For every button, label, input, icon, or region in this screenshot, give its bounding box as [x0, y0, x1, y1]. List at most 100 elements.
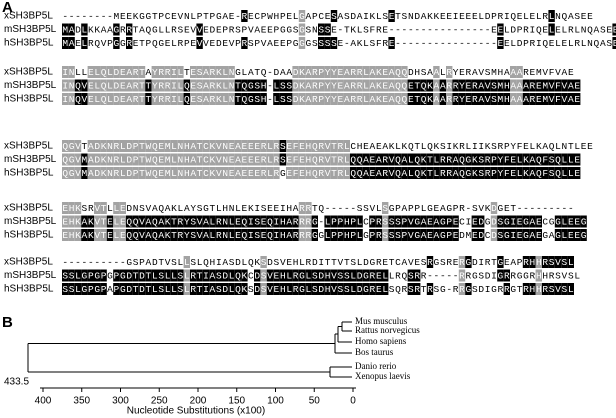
residue: L: [325, 216, 331, 227]
residue: E: [203, 24, 209, 35]
residue: L: [510, 38, 516, 49]
residue-shade: [356, 283, 363, 295]
residue-shade: [254, 153, 261, 166]
residue-shade: [215, 283, 222, 295]
residue-shade: [260, 269, 267, 282]
residue: -: [466, 24, 472, 35]
residue-shade: [126, 66, 133, 78]
residue: T: [517, 284, 523, 295]
residue: R: [376, 257, 382, 268]
residue: G: [152, 24, 158, 35]
residue-shade: [388, 229, 395, 241]
residue: E: [133, 38, 139, 49]
residue: E: [568, 230, 574, 241]
residue: V: [197, 230, 203, 241]
residue-shade: [503, 153, 510, 166]
residue: R: [357, 94, 363, 105]
residue: L: [94, 94, 100, 105]
residue-shade: [356, 215, 363, 228]
residue: A: [126, 80, 132, 91]
residue: H: [344, 230, 350, 241]
residue-shade: [100, 283, 107, 295]
residue: S: [261, 284, 267, 295]
residue: L: [82, 24, 88, 35]
residue-shade: [68, 215, 75, 228]
residue: E: [453, 230, 459, 241]
residue: D: [312, 257, 318, 268]
residue-shade: [119, 215, 126, 228]
residue: T: [139, 38, 145, 49]
residue: S: [440, 257, 446, 268]
residue: M: [498, 94, 504, 105]
residue-shade: [209, 269, 216, 282]
residue-shade: [414, 79, 421, 92]
residue-shade: [350, 269, 357, 282]
residue: S: [139, 203, 145, 214]
residue-shade: [62, 269, 69, 282]
residue: K: [101, 168, 107, 179]
residue: D: [94, 154, 100, 165]
residue-shade: [382, 269, 389, 282]
residue: L: [344, 168, 350, 179]
residue: L: [222, 67, 228, 78]
residue: E: [440, 11, 446, 22]
residue-shade: [305, 202, 312, 214]
residue: S: [421, 67, 427, 78]
residue-shade: [254, 283, 261, 295]
residue-shade: [510, 167, 517, 179]
residue: K: [133, 11, 139, 22]
residue-shade: [106, 167, 114, 179]
residue-shade: [68, 66, 75, 78]
residue-shade: [183, 93, 190, 105]
residue-shade: [298, 215, 306, 228]
residue: E: [510, 168, 516, 179]
residue: K: [165, 216, 171, 227]
residue: -: [530, 203, 536, 214]
residue: G: [498, 257, 504, 268]
residue-shade: [446, 66, 453, 78]
residue-shade: [318, 283, 325, 295]
residue-shade: [490, 229, 498, 241]
residue-shade: [510, 215, 517, 228]
residue: T: [235, 80, 241, 91]
residue: S: [382, 203, 388, 214]
residue-shade: [87, 79, 94, 92]
residue: -: [446, 24, 452, 35]
residue: L: [350, 284, 356, 295]
residue-shade: [574, 93, 581, 105]
residue-shade: [580, 215, 587, 228]
residue: R: [178, 38, 184, 49]
residue: P: [491, 168, 497, 179]
residue-shade: [382, 66, 389, 78]
residue: V: [197, 24, 203, 35]
residue: A: [280, 67, 286, 78]
residue-shade: [298, 66, 306, 78]
residue: E: [120, 203, 126, 214]
residue: A: [286, 230, 292, 241]
residue-shade: [356, 229, 363, 241]
residue: L: [267, 154, 273, 165]
residue-shade: [170, 269, 178, 282]
residue: A: [69, 38, 75, 49]
residue-shade: [62, 167, 69, 179]
residue-shade: [202, 79, 210, 92]
leaf-label: Homo sapiens: [355, 336, 407, 346]
residue: Q: [242, 94, 248, 105]
residue-shade: [529, 215, 536, 228]
residue-shade: [87, 229, 94, 241]
residue: S: [344, 270, 350, 281]
residue: M: [114, 11, 120, 22]
residue: A: [139, 24, 145, 35]
residue-shade: [132, 66, 139, 78]
residue-shade: [94, 269, 101, 282]
residue: D: [363, 257, 369, 268]
residue: G: [523, 216, 529, 227]
residue: G: [581, 230, 587, 241]
residue-shade: [375, 283, 382, 295]
sequence: ----------GSPADTVSLLSLQHIASDLQKSDSVEHLRD…: [62, 256, 574, 268]
residue-shade: [388, 79, 395, 92]
residue: S: [254, 230, 260, 241]
residue-shade: [420, 153, 427, 166]
residue: R: [446, 67, 452, 78]
residue: P: [222, 24, 228, 35]
